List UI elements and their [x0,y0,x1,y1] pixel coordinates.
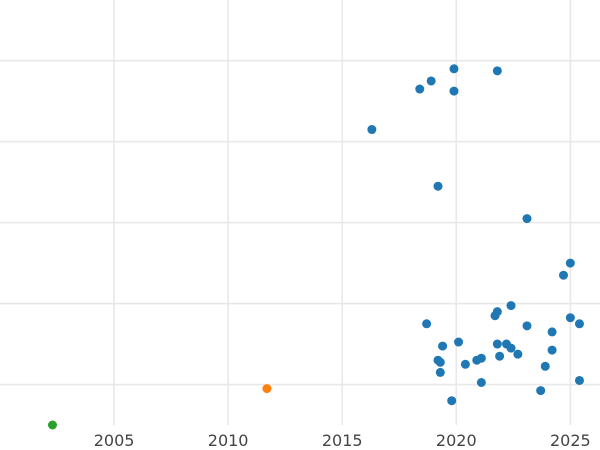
data-point-s0-28 [435,357,445,367]
data-point-s0-12 [490,311,500,321]
data-point-s0-3 [449,86,459,96]
grid-lines [0,0,600,425]
data-point-s0-20 [492,339,502,349]
data-point-s0-7 [522,214,532,224]
data-point-s0-30 [460,359,470,369]
data-point-s0-22 [506,343,516,353]
x-axis-tick-labels: 2005 2010 2015 2020 2025 [94,431,591,450]
data-point-s2-0 [47,420,57,430]
data-point-s0-33 [476,378,486,387]
data-point-s0-14 [574,319,584,329]
x-tick-label-2005: 2005 [94,431,135,450]
data-points [47,64,584,430]
data-point-s0-6 [433,181,443,191]
data-point-s0-19 [438,341,448,351]
data-point-s0-15 [422,319,432,329]
data-point-s0-4 [492,66,502,76]
x-tick-label-2020: 2020 [436,431,477,450]
data-point-s0-31 [540,361,550,371]
data-point-s0-34 [574,375,584,385]
data-point-s0-13 [565,313,575,323]
data-point-s0-32 [435,367,445,377]
data-point-s0-1 [426,76,436,86]
x-tick-label-2025: 2025 [550,431,591,450]
data-point-s0-36 [447,396,457,406]
data-point-s1-0 [262,384,272,394]
data-point-s0-10 [506,301,516,311]
data-point-s0-29 [472,355,482,365]
data-point-s0-17 [547,327,557,337]
data-point-s0-18 [454,337,464,347]
data-point-s0-0 [415,84,425,94]
data-point-s0-2 [449,64,459,74]
data-point-s0-23 [547,345,557,355]
data-point-s0-16 [522,321,532,331]
data-point-s0-5 [367,125,377,135]
x-tick-label-2015: 2015 [322,431,363,450]
data-point-s0-25 [513,349,523,359]
x-tick-label-2010: 2010 [208,431,249,450]
data-point-s0-9 [558,270,568,280]
data-point-s0-24 [495,351,505,361]
data-point-s0-8 [565,258,575,268]
data-point-s0-35 [536,386,546,396]
